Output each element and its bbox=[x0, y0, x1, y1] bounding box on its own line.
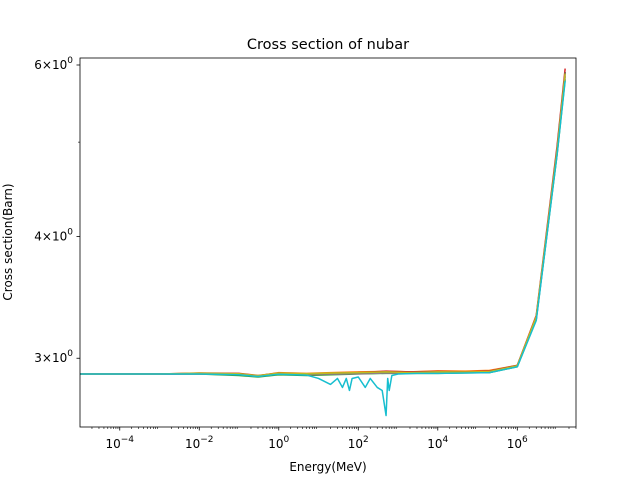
series-line-10 bbox=[80, 80, 566, 417]
x-tick-label: 10−2 bbox=[185, 435, 214, 451]
y-tick-label: 4×100 bbox=[34, 228, 73, 244]
y-tick-label: 6×100 bbox=[34, 56, 73, 72]
x-tick-label: 104 bbox=[427, 435, 448, 451]
chart-title: Cross section of nubar bbox=[247, 37, 409, 53]
x-tick-label: 102 bbox=[348, 435, 369, 451]
x-tick-label: 106 bbox=[507, 435, 528, 451]
y-tick-label: 3×100 bbox=[34, 349, 73, 365]
series-layer bbox=[80, 68, 566, 417]
plot-frame bbox=[79, 57, 577, 428]
y-axis-label: Cross section(Barn) bbox=[1, 183, 15, 300]
x-tick-label: 10−4 bbox=[105, 435, 134, 451]
x-tick-label: 100 bbox=[268, 435, 289, 451]
y-axis: 3×100 4×100 6×100 bbox=[34, 56, 80, 365]
plot-area bbox=[79, 57, 577, 428]
x-axis-label: Energy(MeV) bbox=[289, 460, 366, 474]
x-axis: 10−4 10−2 100 102 104 106 bbox=[91, 427, 577, 451]
